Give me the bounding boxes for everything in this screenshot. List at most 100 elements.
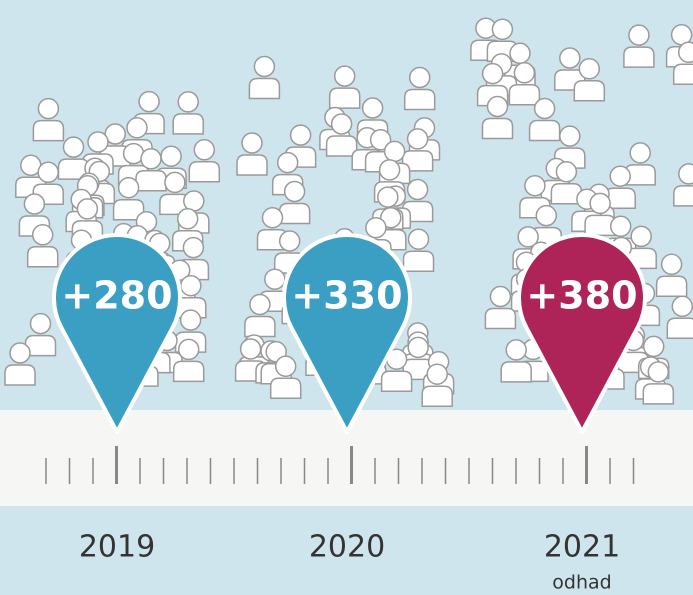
person-head xyxy=(193,139,216,161)
person-body xyxy=(402,250,435,272)
person-head xyxy=(183,190,205,212)
person-head xyxy=(378,159,401,181)
person-head xyxy=(261,206,284,229)
person-head xyxy=(76,198,99,220)
person-head xyxy=(406,128,429,150)
person-head xyxy=(677,41,693,64)
pin xyxy=(52,233,182,434)
person-head xyxy=(177,338,200,361)
person-icon xyxy=(32,97,65,142)
person-body xyxy=(269,377,302,400)
person-body xyxy=(508,84,541,106)
person-head xyxy=(589,192,611,215)
person-head xyxy=(87,131,109,153)
person-head xyxy=(647,361,670,383)
person-icon xyxy=(24,312,57,357)
person-head xyxy=(249,293,271,316)
person-icon xyxy=(112,176,145,221)
person-icon xyxy=(655,253,688,298)
person-head xyxy=(239,338,262,360)
person-icon xyxy=(236,132,268,176)
person-body xyxy=(672,63,693,86)
person-head xyxy=(524,174,546,197)
person-head xyxy=(555,161,578,183)
person-head xyxy=(31,224,54,246)
person-head xyxy=(276,151,299,174)
person-icon xyxy=(135,148,167,192)
person-head xyxy=(406,178,429,201)
person-head xyxy=(177,91,199,113)
person-head xyxy=(241,132,263,154)
person-head xyxy=(37,97,60,120)
pin-label: +280 xyxy=(61,274,172,318)
person-body xyxy=(278,202,311,225)
person-body xyxy=(481,117,514,140)
person-body xyxy=(500,361,532,383)
person-icon xyxy=(403,66,436,111)
person-body xyxy=(244,315,276,338)
person-head xyxy=(179,309,202,331)
person-head xyxy=(104,123,126,145)
person-head xyxy=(380,206,402,229)
person-icon xyxy=(278,180,311,225)
person-body xyxy=(4,364,36,386)
person-head xyxy=(176,208,199,230)
person-head xyxy=(180,274,202,297)
person-head xyxy=(160,145,182,167)
person-body xyxy=(673,185,693,207)
person-head xyxy=(23,193,46,215)
person-head xyxy=(37,161,59,184)
person-head xyxy=(678,163,693,185)
person-head xyxy=(609,215,632,238)
person-icon xyxy=(421,363,453,407)
person-head xyxy=(164,171,186,194)
person-head xyxy=(509,42,531,65)
pin-label: +380 xyxy=(526,274,637,318)
person-icon xyxy=(269,355,302,400)
person-head xyxy=(138,90,160,113)
person-icon xyxy=(248,55,281,100)
pin-label: +330 xyxy=(291,274,402,318)
person-head xyxy=(289,124,312,146)
person-head xyxy=(9,342,31,364)
person-head xyxy=(408,66,431,89)
person-icon xyxy=(672,41,693,86)
person-head xyxy=(559,125,581,147)
person-body xyxy=(550,183,583,205)
person-body xyxy=(112,198,145,221)
person-head xyxy=(629,142,651,164)
person-icon xyxy=(673,163,693,207)
person-head xyxy=(535,204,558,227)
pin xyxy=(517,233,647,434)
person-icon xyxy=(328,65,361,109)
person-head xyxy=(517,226,539,248)
person-icon xyxy=(188,139,221,183)
person-icon xyxy=(624,142,656,186)
person-icon xyxy=(500,339,532,383)
person-body xyxy=(484,307,517,330)
person-body xyxy=(328,87,361,109)
person-head xyxy=(407,228,430,250)
person-head xyxy=(62,136,85,158)
person-head xyxy=(578,58,601,80)
person-icon xyxy=(375,206,407,251)
person-head xyxy=(126,117,148,139)
person-icon xyxy=(402,228,435,272)
person-body xyxy=(642,383,675,405)
person-head xyxy=(407,336,429,359)
person-body xyxy=(32,119,65,142)
person-head xyxy=(365,216,387,239)
person-head xyxy=(29,312,52,335)
pins: +280 +330 +380 xyxy=(52,233,647,434)
person-head xyxy=(383,140,406,163)
person-icon xyxy=(172,91,204,135)
person-head xyxy=(491,18,514,41)
year-label: 2019 xyxy=(79,530,155,565)
person-icon xyxy=(26,224,59,268)
year-label: 2021 xyxy=(544,530,620,565)
person-head xyxy=(486,95,509,118)
person-icon xyxy=(508,62,541,106)
person-icon xyxy=(528,97,561,142)
person-head xyxy=(671,295,693,318)
